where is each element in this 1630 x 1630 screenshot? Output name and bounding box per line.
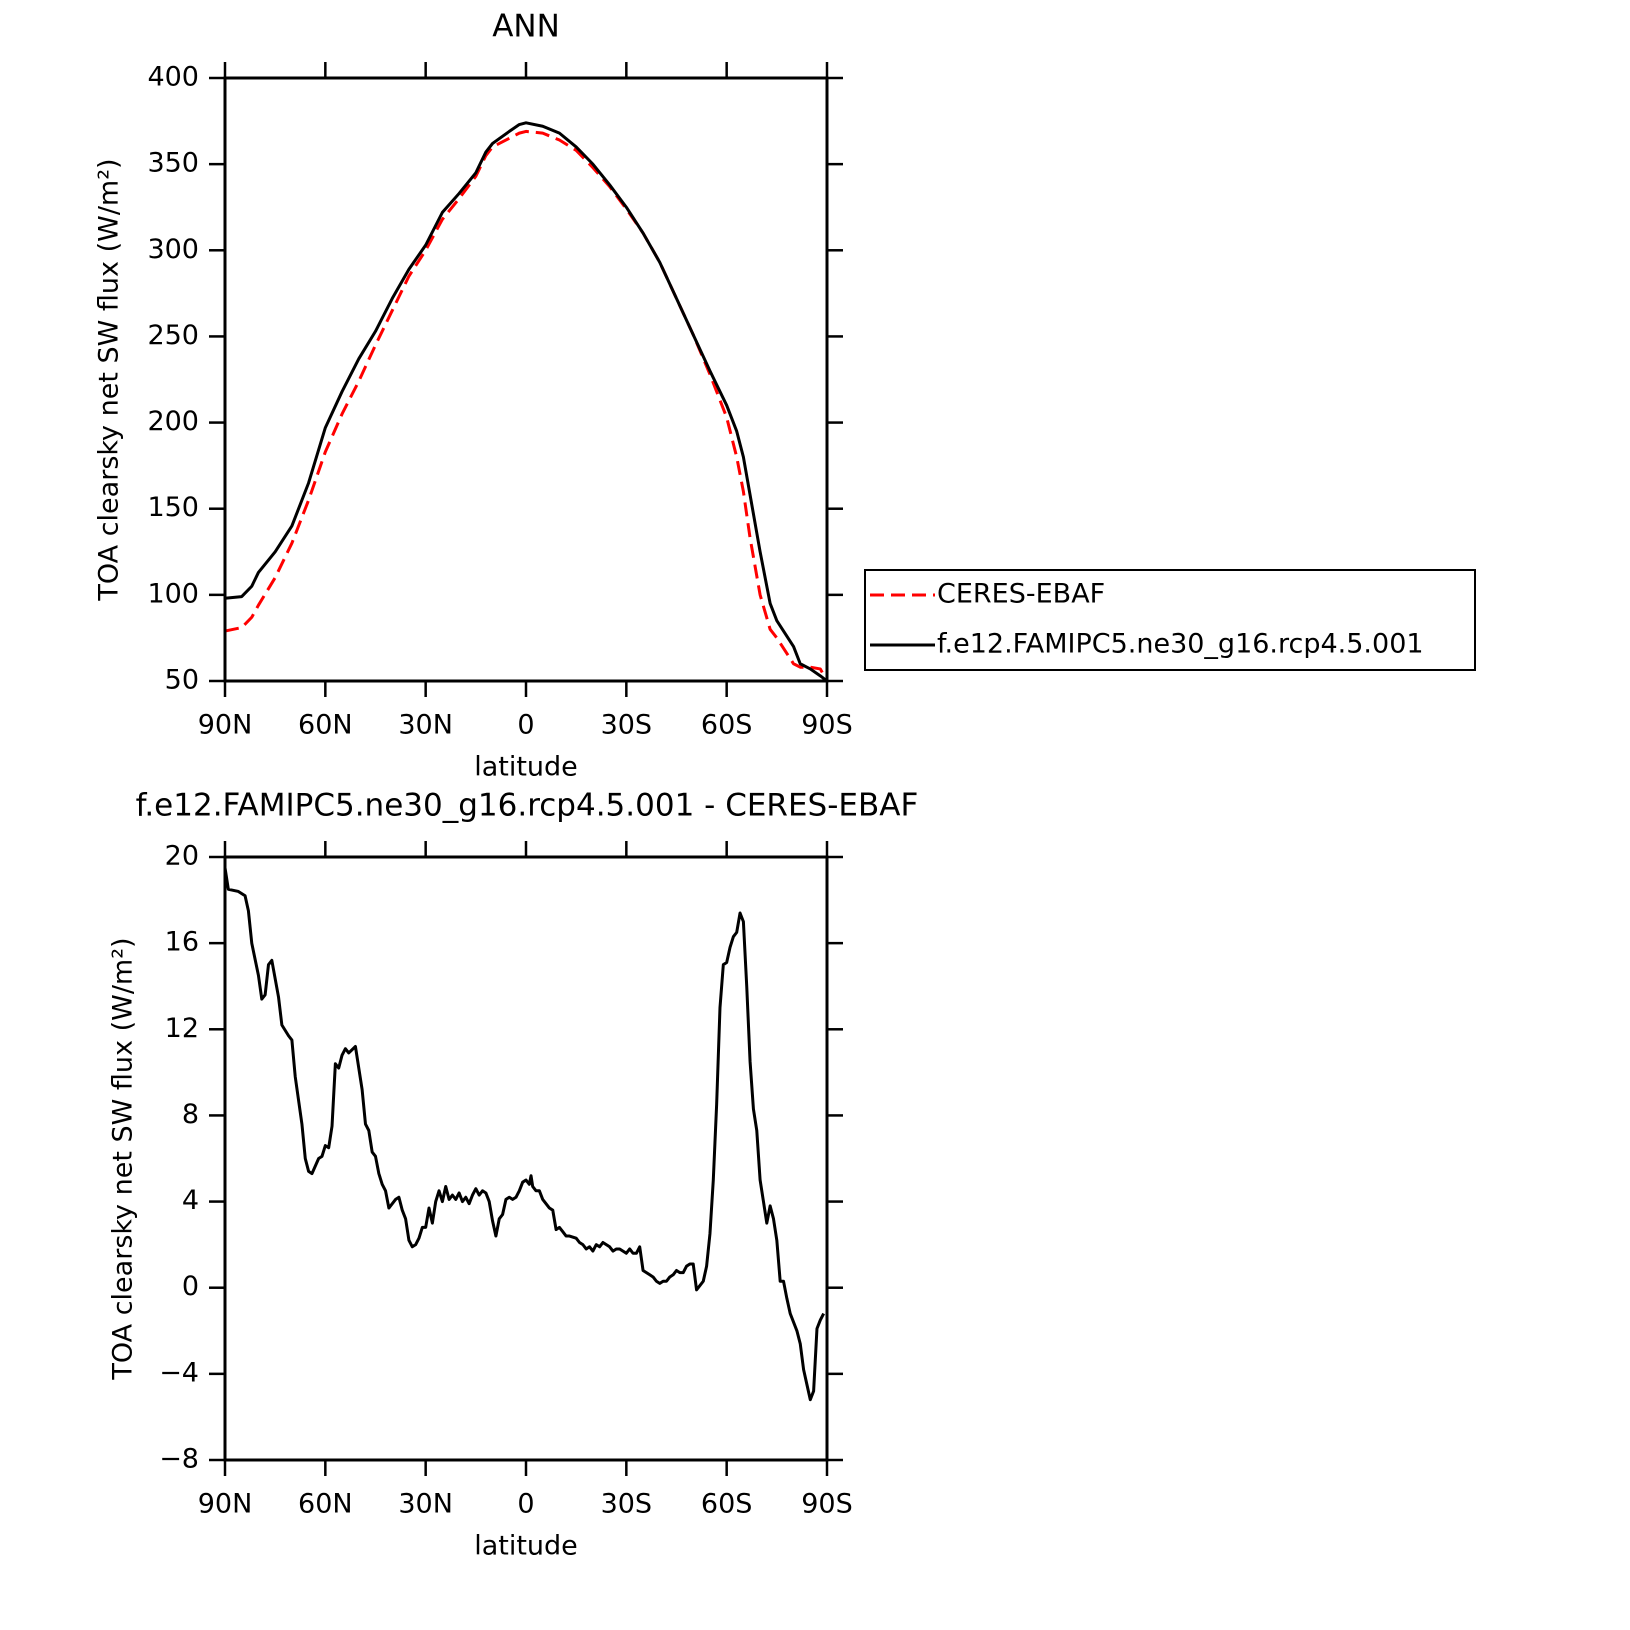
legend-box xyxy=(864,569,1476,671)
y-tick-label: 20 xyxy=(165,841,199,872)
y-tick-label: 12 xyxy=(165,1013,199,1044)
y-tick-label: 400 xyxy=(147,62,199,93)
legend-label: CERES-EBAF xyxy=(937,579,1105,610)
y-tick-label: 100 xyxy=(147,578,199,609)
y-tick-label: −4 xyxy=(159,1357,199,1388)
x-tick-label: 30S xyxy=(601,710,653,741)
y-axis-label: TOA clearsky net SW flux (W/m²) xyxy=(108,937,139,1380)
x-tick-label: 30N xyxy=(398,1489,453,1520)
y-tick-label: 300 xyxy=(147,234,199,265)
x-tick-label: 90N xyxy=(198,710,253,741)
y-tick-label: 50 xyxy=(165,665,199,696)
y-tick-label: 0 xyxy=(182,1271,199,1302)
x-tick-label: 0 xyxy=(517,710,534,741)
x-tick-label: 60S xyxy=(701,1489,753,1520)
y-tick-label: 16 xyxy=(165,927,199,958)
series-line xyxy=(223,867,825,1402)
series-line xyxy=(224,129,829,682)
line-chart: ANN 50 100 150 200 250 300 350 400 90N 60N 30N 0 30S 6… xyxy=(94,9,1476,783)
x-tick-label: 60N xyxy=(298,710,353,741)
x-tick-label: 60S xyxy=(701,710,753,741)
x-tick-label: 30N xyxy=(398,710,453,741)
y-tick-label: 250 xyxy=(147,320,199,351)
y-tick-label: 350 xyxy=(147,148,199,179)
legend: CERES-EBAF f.e12.FAMIPC5.ne30_g16.rcp4.5.… xyxy=(864,569,1476,671)
chart-title: f.e12.FAMIPC5.ne30_g16.rcp4.5.001 - CERE… xyxy=(136,788,919,824)
legend-label: f.e12.FAMIPC5.ne30_g16.rcp4.5.001 xyxy=(937,629,1424,660)
line-chart: f.e12.FAMIPC5.ne30_g16.rcp4.5.001 - CERE… xyxy=(108,788,919,1562)
x-tick-label: 90S xyxy=(801,1489,853,1520)
x-tick-label: 90N xyxy=(198,1489,253,1520)
y-tick-label: 200 xyxy=(147,406,199,437)
y-tick-label: 8 xyxy=(182,1099,199,1130)
plot-frame xyxy=(223,76,829,683)
y-axis-label: TOA clearsky net SW flux (W/m²) xyxy=(94,158,125,601)
x-tick-label: 30S xyxy=(601,1489,653,1520)
chart-title: ANN xyxy=(492,9,560,45)
x-axis-label: latitude xyxy=(474,1531,578,1562)
series-line xyxy=(224,121,828,683)
y-tick-label: −8 xyxy=(159,1444,199,1475)
y-tick-label: 150 xyxy=(147,492,199,523)
x-tick-label: 60N xyxy=(298,1489,353,1520)
y-tick-label: 4 xyxy=(182,1185,199,1216)
x-tick-label: 90S xyxy=(801,710,853,741)
plot-frame xyxy=(223,855,829,1462)
x-tick-label: 0 xyxy=(517,1489,534,1520)
x-axis-label: latitude xyxy=(474,752,578,783)
